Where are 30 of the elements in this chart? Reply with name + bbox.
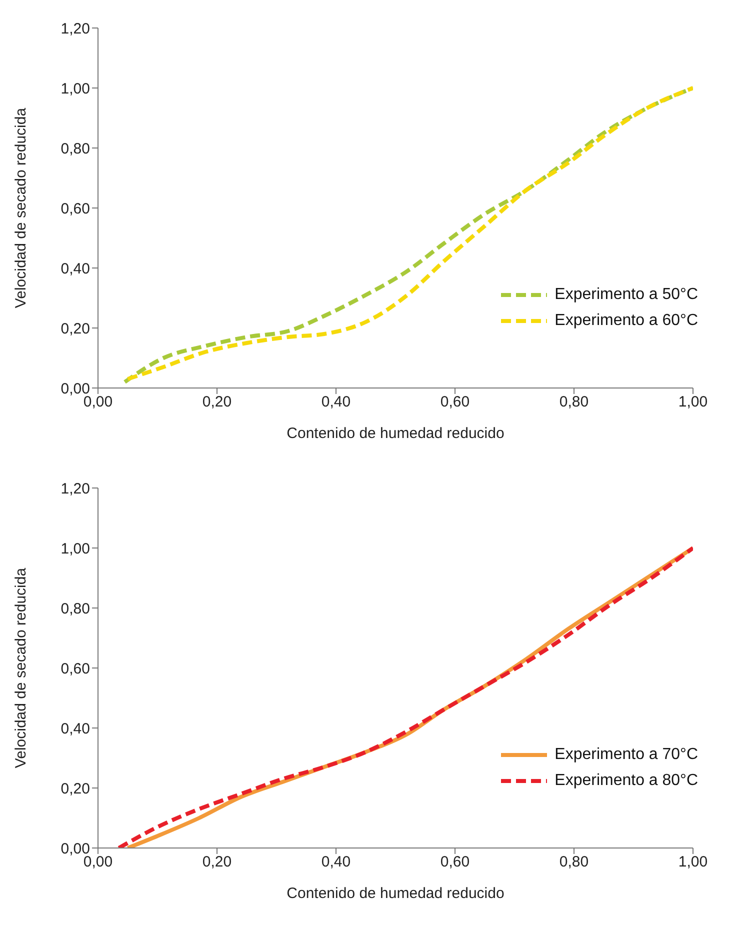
x-tick-label: 0,40 [321, 394, 351, 411]
y-tick-label: 0,20 [60, 780, 90, 798]
y-tick-label: 1,20 [60, 480, 90, 498]
x-tick-label: 0,60 [440, 854, 470, 871]
legend-label: Experimento a 70°C [554, 746, 698, 764]
x-axis-title: Contenido de humedad reducido [286, 885, 504, 902]
legend-label: Experimento a 80°C [554, 772, 698, 790]
x-tick-label: 1,00 [678, 854, 708, 871]
y-tick-label: 0,20 [60, 320, 90, 338]
x-tick-label: 0,40 [321, 854, 351, 871]
y-tick-label: 0,80 [60, 600, 90, 618]
y-axis-title: Velocidad de secado reducida [12, 567, 30, 768]
legend-label: Experimento a 60°C [554, 312, 698, 330]
y-tick-label: 0,60 [60, 200, 90, 218]
x-axis-title: Contenido de humedad reducido [286, 425, 504, 442]
y-tick-label: 0,80 [60, 140, 90, 158]
x-tick-label: 0,20 [202, 854, 232, 871]
y-tick-label: 0,40 [60, 720, 90, 738]
y-tick-label: 0,60 [60, 660, 90, 678]
y-tick-label: 1,20 [60, 20, 90, 38]
y-axis-title: Velocidad de secado reducida [12, 107, 30, 308]
x-tick-label: 0,60 [440, 394, 470, 411]
y-tick-label: 1,00 [60, 80, 90, 98]
y-tick-label: 0,40 [60, 260, 90, 278]
legend-label: Experimento a 50°C [554, 286, 698, 304]
y-tick-label: 1,00 [60, 540, 90, 558]
x-tick-label: 0,20 [202, 394, 232, 411]
x-tick-label: 0,80 [559, 394, 589, 411]
x-tick-label: 1,00 [678, 394, 708, 411]
x-tick-label: 0,80 [559, 854, 589, 871]
